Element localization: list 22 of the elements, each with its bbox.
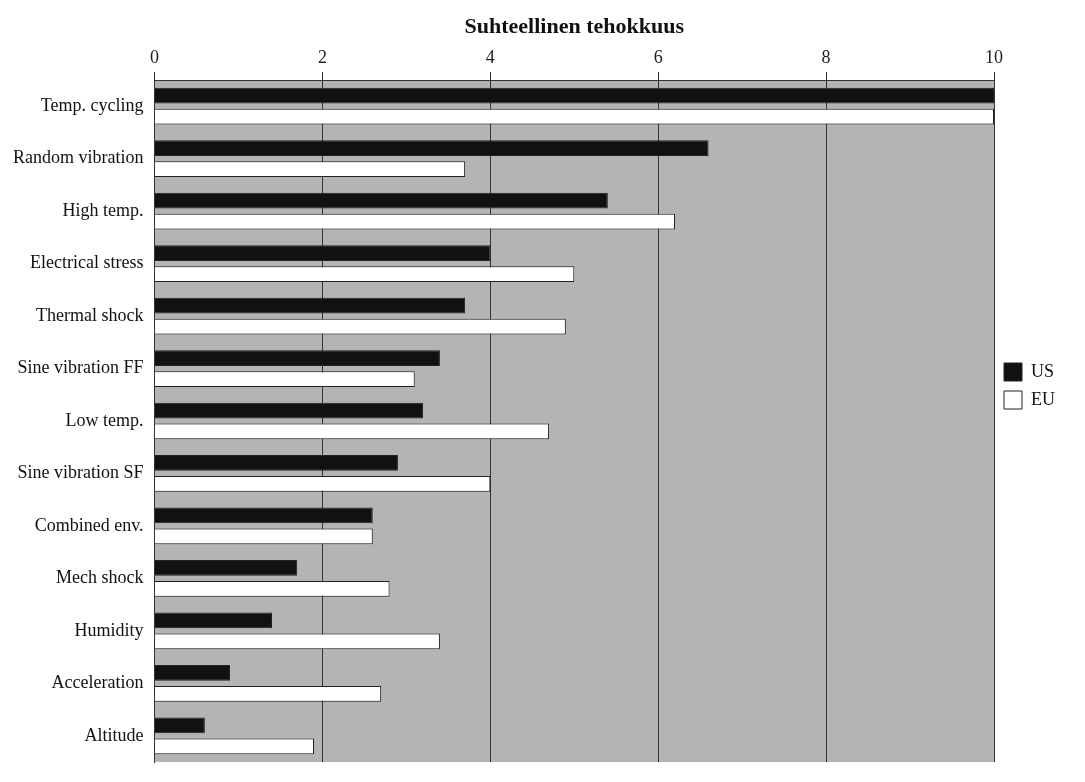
y-tick-label: Acceleration: [51, 672, 144, 693]
y-tick-label: Altitude: [84, 724, 144, 745]
y-tick-label: Low temp.: [65, 409, 144, 430]
y-tick-label: Humidity: [74, 619, 144, 640]
y-tick-label: High temp.: [62, 199, 144, 220]
y-tick-label: Thermal shock: [36, 304, 144, 325]
y-tick-label: Electrical stress: [30, 252, 144, 273]
x-tick-label: 8: [821, 46, 831, 67]
y-tick-label: Combined env.: [34, 514, 144, 535]
legend-label: US: [1031, 360, 1055, 381]
y-tick-label: Mech shock: [56, 567, 144, 588]
y-tick-label: Temp. cycling: [40, 94, 144, 115]
y-tick-label: Random vibration: [13, 147, 144, 168]
x-tick-label: 4: [485, 46, 495, 67]
legend-label: EU: [1031, 388, 1056, 409]
x-tick-label: 10: [985, 46, 1004, 67]
x-tick-label: 6: [653, 46, 663, 67]
x-axis-title: Suhteellinen tehokkuus: [464, 12, 685, 38]
y-tick-label: Sine vibration FF: [17, 357, 144, 378]
y-tick-label: Sine vibration SF: [17, 462, 144, 483]
x-tick-label: 2: [317, 46, 327, 67]
x-tick-label: 0: [149, 46, 159, 67]
